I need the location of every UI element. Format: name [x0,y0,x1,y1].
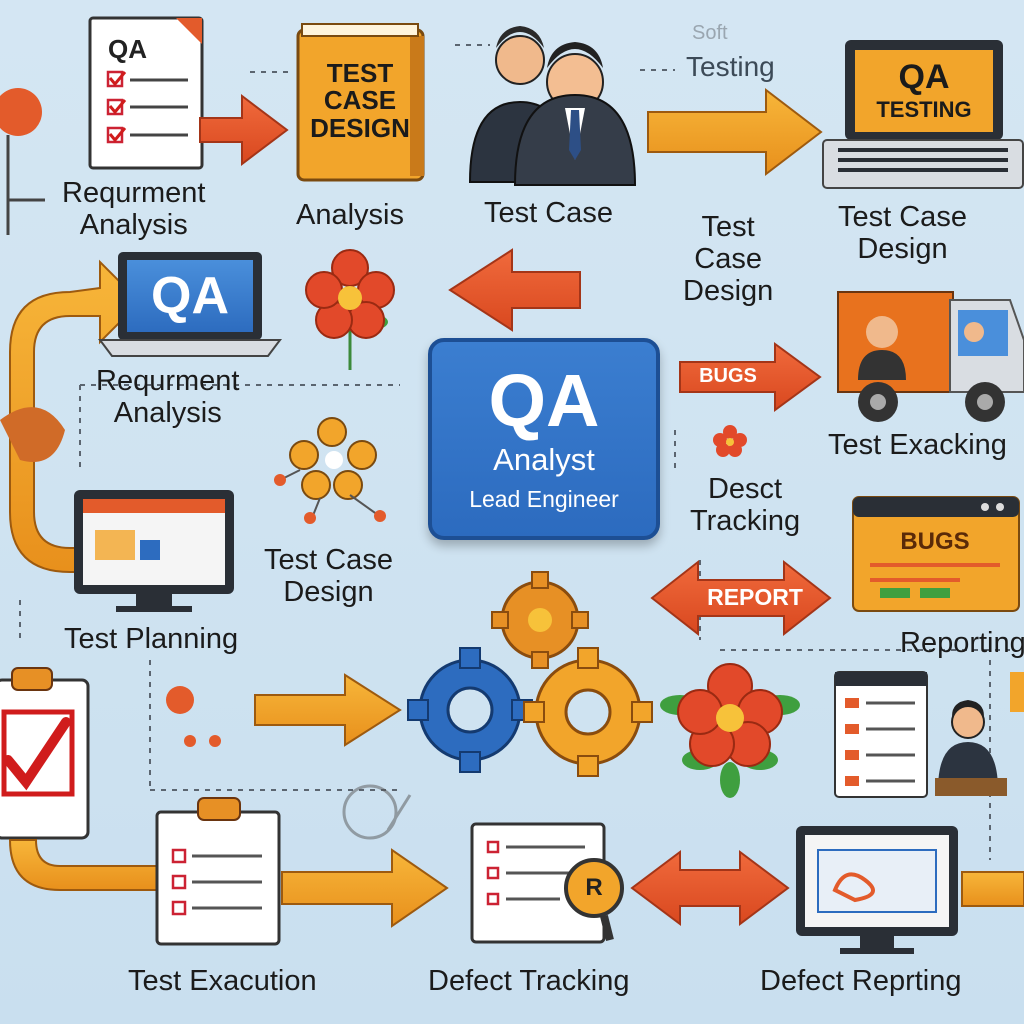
bugs-window-icon [852,496,1020,612]
center-title: QA [488,359,600,442]
magnifier-letter: R [585,874,603,901]
arrow-fragment [961,871,1024,907]
indicator-dots [166,686,221,747]
clipboard-list-icon [155,797,281,946]
team-people-icon [468,26,637,186]
checklist-document-icon [88,16,204,170]
arrow-left-icon [448,248,581,332]
laptop-qa-icon [98,252,282,357]
person-at-desk-icon [935,700,1007,796]
book-title: TEST CASE DESIGN [310,58,410,143]
report-arrow-icon [650,559,832,637]
edge-fragment [1010,672,1024,712]
label-test-case-design-mid: Test Case Design [683,211,774,307]
center-role: Lead Engineer [469,486,619,512]
label-desct-tracking: Desct Tracking [690,473,801,537]
label-test-exacking: Test Exacking [828,429,1007,461]
top-note-line1: Soft [692,22,728,44]
label-test-case-design-right: Test Case Design [838,201,967,265]
orange-gear-icon [523,647,653,777]
monitor-icon [74,490,234,612]
label-test-case-design-left: Test Case Design [264,544,393,608]
report-sheet-icon [834,671,928,798]
label-defect-tracking: Defect Tracking [428,965,630,997]
bugs-arrow-icon [679,342,822,412]
left-edge-flower-icon [0,88,45,235]
gear-icon [491,571,589,669]
small-flower-icon [713,425,747,457]
network-flower-icon [274,417,386,524]
bugs-window-label: BUGS [900,528,970,555]
clipboard-check-icon [0,667,90,840]
delivery-truck-icon [837,291,1024,422]
laptop-qa-text: QA [151,267,229,325]
arrow-right-icon [647,87,823,177]
arrow-right-icon [199,93,289,167]
label-defect-reporting: Defect Reprting [760,965,962,997]
book-icon [296,23,425,182]
double-arrow-icon [630,850,790,926]
label-test-planning: Test Planning [64,623,239,655]
label-requirement-analysis-mid: Requrment Analysis [96,365,240,429]
monitor-chart-icon [796,826,958,954]
label-requirement-analysis-top: Requrment Analysis [62,177,206,241]
defect-document-icon [470,822,624,944]
blue-gear-icon [407,647,533,773]
flower-icon [305,249,395,370]
arrow-right-icon [254,673,402,747]
red-flower-icon [660,663,800,798]
label-test-exaction: Test Exacution [128,965,317,997]
qa-analyst-card: QA Analyst Lead Engineer [428,338,660,540]
magnifier-faint-icon [342,784,412,840]
bugs-arrow-label: BUGS [699,365,757,387]
label-test-case-top: Test Case [484,197,613,229]
laptop-qa-testing-icon [822,40,1024,189]
hand-icon [0,407,65,462]
top-note-line2: Testing [686,51,775,82]
report-arrow-label: REPORT [707,584,803,610]
center-subtitle: Analyst [493,442,595,477]
label-reporting: Reporting [900,627,1024,659]
label-analysis: Analysis [296,199,404,231]
checklist-title: QA [108,34,147,64]
laptop-screen-text: QA TESTING [876,58,972,122]
arrow-right-icon [281,848,449,928]
